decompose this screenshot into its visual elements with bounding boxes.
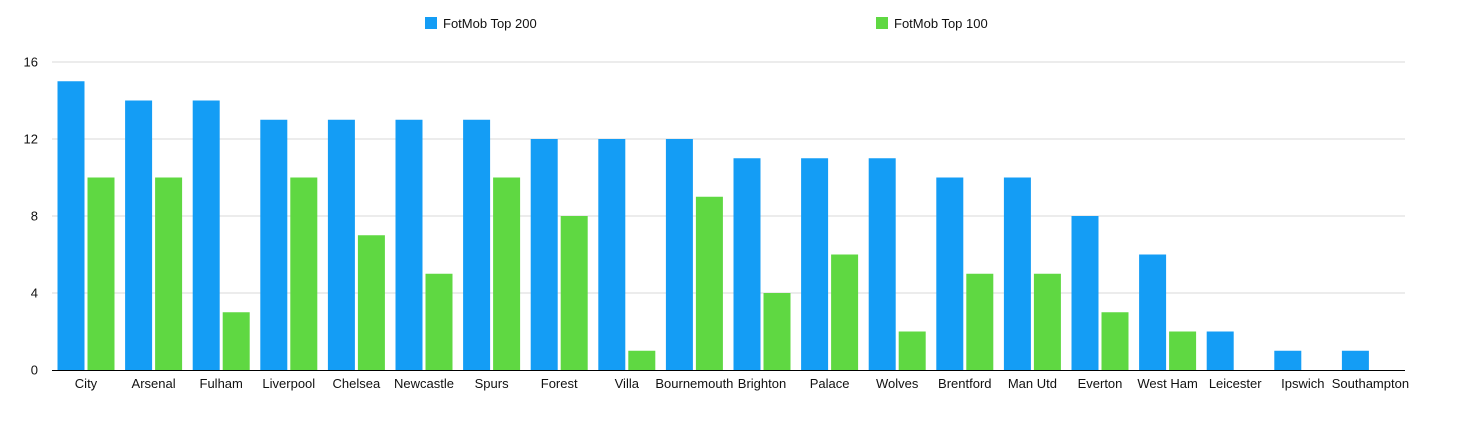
bar-fotmob-top-200-wolves [868, 158, 896, 370]
bar-fotmob-top-100-brighton [763, 293, 791, 370]
bar-fotmob-top-200-spurs [463, 119, 491, 370]
bar-fotmob-top-100-brentford [966, 273, 994, 370]
x-category-label: Fulham [200, 376, 243, 391]
bar-fotmob-top-100-villa [628, 350, 656, 370]
x-category-label: Chelsea [333, 376, 381, 391]
x-category-label: City [75, 376, 98, 391]
x-category-label: Newcastle [394, 376, 454, 391]
bar-fotmob-top-100-newcastle [425, 273, 453, 370]
bar-fotmob-top-200-newcastle [395, 119, 423, 370]
legend-swatch [425, 17, 437, 29]
x-category-label: Brentford [938, 376, 991, 391]
x-category-label: Ipswich [1281, 376, 1324, 391]
bar-fotmob-top-200-brighton [733, 158, 761, 370]
x-category-label: Villa [615, 376, 640, 391]
x-category-label: Arsenal [132, 376, 176, 391]
bar-fotmob-top-200-fulham [192, 100, 220, 370]
bar-fotmob-top-200-ipswich [1274, 350, 1302, 370]
bar-fotmob-top-100-fulham [222, 312, 250, 370]
x-category-label: Leicester [1209, 376, 1262, 391]
y-tick-label: 0 [31, 363, 38, 378]
bar-fotmob-top-200-brentford [936, 177, 964, 370]
bar-fotmob-top-200-southampton [1341, 350, 1369, 370]
bar-fotmob-top-200-villa [598, 139, 626, 370]
bar-fotmob-top-100-everton [1101, 312, 1129, 370]
bar-fotmob-top-200-everton [1071, 216, 1099, 370]
legend-swatch [876, 17, 888, 29]
x-category-label: Everton [1078, 376, 1123, 391]
bar-fotmob-top-100-liverpool [290, 177, 318, 370]
chart-legend: FotMob Top 200 FotMob Top 100 [425, 16, 988, 31]
y-axis-ticks: 0 4 8 12 16 [24, 55, 38, 378]
bar-fotmob-top-200-palace [801, 158, 829, 370]
bar-fotmob-top-100-chelsea [357, 235, 385, 370]
x-category-label: Man Utd [1008, 376, 1057, 391]
bar-fotmob-top-200-leicester [1206, 331, 1234, 370]
bar-fotmob-top-200-city [57, 81, 85, 370]
x-category-label: Palace [810, 376, 850, 391]
bar-fotmob-top-100-spurs [493, 177, 521, 370]
y-tick-label: 8 [31, 209, 38, 224]
bar-fotmob-top-100-man-utd [1033, 273, 1061, 370]
x-category-label: Wolves [876, 376, 919, 391]
x-category-label: Bournemouth [655, 376, 733, 391]
x-category-label: Brighton [738, 376, 786, 391]
bar-fotmob-top-200-bournemouth [665, 139, 693, 370]
bar-fotmob-top-100-west-ham [1169, 331, 1197, 370]
x-axis-labels: City Arsenal Fulham Liverpool Chelsea Newcast… [75, 376, 1409, 391]
bar-fotmob-top-100-palace [831, 254, 859, 370]
y-tick-label: 16 [24, 55, 38, 70]
bar-fotmob-top-200-chelsea [327, 119, 355, 370]
bar-fotmob-top-200-forest [530, 139, 558, 370]
y-tick-label: 4 [31, 286, 38, 301]
x-category-label: Spurs [475, 376, 509, 391]
bar-fotmob-top-200-west-ham [1139, 254, 1167, 370]
bar-fotmob-top-200-arsenal [125, 100, 153, 370]
legend-label: FotMob Top 200 [443, 16, 537, 31]
x-category-label: Southampton [1332, 376, 1409, 391]
legend-label: FotMob Top 100 [894, 16, 988, 31]
x-category-label: West Ham [1137, 376, 1197, 391]
bars [57, 81, 1369, 370]
gridlines [52, 61, 1405, 294]
bar-fotmob-top-200-man-utd [1003, 177, 1031, 370]
bar-fotmob-top-100-city [87, 177, 115, 370]
x-category-label: Forest [541, 376, 578, 391]
bar-fotmob-top-100-wolves [898, 331, 926, 370]
x-category-label: Liverpool [262, 376, 315, 391]
bar-fotmob-top-100-bournemouth [695, 196, 723, 370]
bar-fotmob-top-100-forest [560, 216, 588, 370]
y-tick-label: 12 [24, 132, 38, 147]
bar-fotmob-top-200-liverpool [260, 119, 288, 370]
bar-fotmob-top-100-arsenal [155, 177, 183, 370]
